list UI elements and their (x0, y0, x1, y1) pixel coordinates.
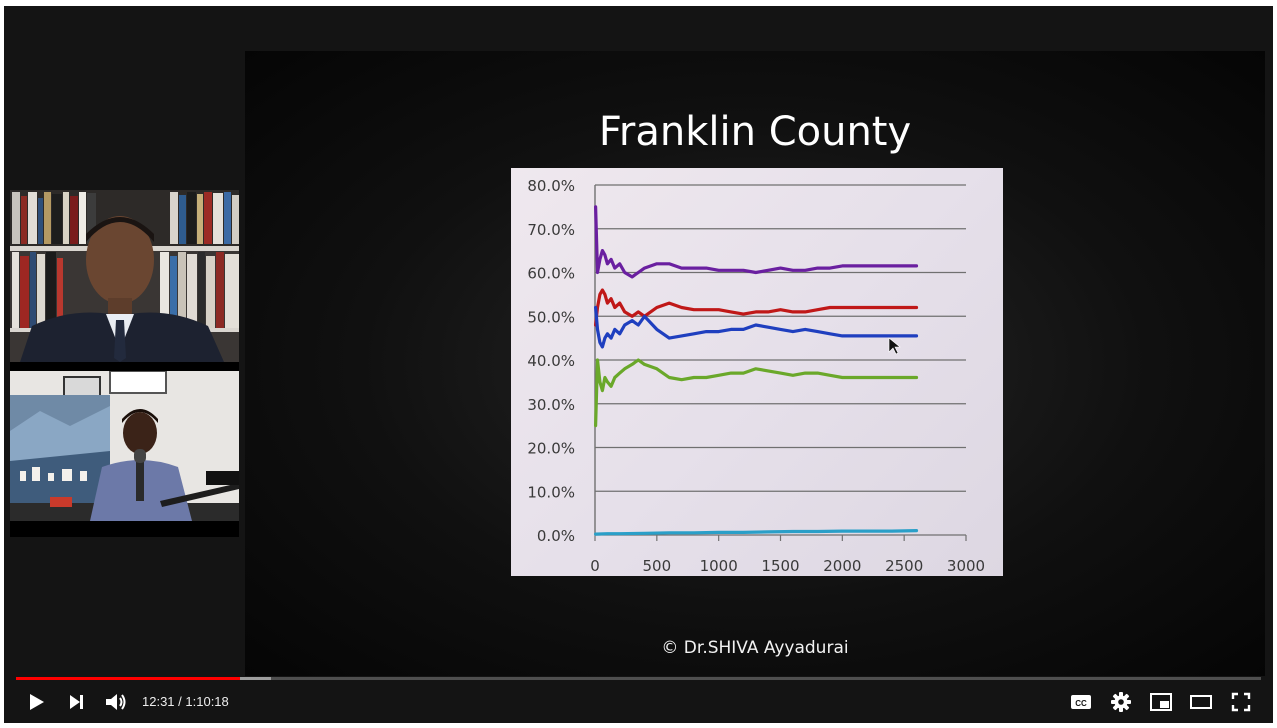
y-tick-label: 70.0% (527, 221, 575, 239)
chart-paper: 0.0% 10.0% 20.0% 30.0% 40.0% 50.0% 60.0% 70.0% 8… (511, 168, 1003, 576)
series-line-1 (593, 205, 919, 279)
miniplayer-button[interactable] (1145, 686, 1177, 718)
guest-video-frame (10, 371, 239, 521)
fullscreen-icon (1231, 692, 1251, 712)
y-tick-label: 40.0% (527, 352, 575, 370)
theater-icon (1190, 695, 1212, 709)
time-separator: / (174, 694, 186, 709)
fullscreen-button[interactable] (1225, 686, 1257, 718)
series-line-2 (593, 288, 919, 327)
next-icon (70, 695, 83, 709)
webcam-panel (10, 190, 239, 537)
y-tick-label: 80.0% (527, 177, 575, 195)
play-icon (30, 694, 44, 710)
y-tick-label: 0.0% (537, 527, 575, 545)
series-line-5 (593, 529, 919, 536)
line-chart: 0.0% 10.0% 20.0% 30.0% 40.0% 50.0% 60.0% 70.0% 8… (527, 177, 985, 575)
webcam-guest (10, 371, 239, 521)
y-tick-label: 20.0% (527, 440, 575, 458)
webcam-host (10, 190, 239, 362)
slide-title: Franklin County (598, 109, 912, 155)
current-time: 12:31 (142, 694, 175, 709)
presentation-slide: Franklin County 0.0% 10.0% 20.0% 30.0% 40.0%… (245, 51, 1265, 676)
time-display: 12:31 / 1:10:18 (142, 686, 229, 718)
progress-bar[interactable] (16, 677, 1261, 680)
miniplayer-icon (1150, 693, 1172, 711)
svg-text:CC: CC (1075, 699, 1087, 708)
volume-button[interactable] (100, 686, 132, 718)
player-controls: 12:31 / 1:10:18 CC (4, 682, 1273, 722)
y-tick-label: 60.0% (527, 265, 575, 283)
x-tick-label: 2000 (823, 557, 861, 575)
x-tick-label: 1500 (761, 557, 799, 575)
video-player[interactable]: Franklin County 0.0% 10.0% 20.0% 30.0% 40.0%… (4, 6, 1273, 723)
settings-button[interactable] (1105, 686, 1137, 718)
subtitles-icon: CC (1071, 695, 1091, 709)
y-tick-label: 50.0% (527, 308, 575, 326)
x-tick-label: 0 (590, 557, 600, 575)
progress-played (16, 677, 241, 680)
x-tick-label: 1000 (700, 557, 738, 575)
x-tick-label: 2500 (885, 557, 923, 575)
host-video-frame (10, 190, 239, 362)
subtitles-button[interactable]: CC (1065, 686, 1097, 718)
x-tick-label: 3000 (947, 557, 985, 575)
cursor-icon (888, 337, 901, 355)
series-line-3 (593, 305, 919, 349)
volume-icon (106, 694, 126, 710)
theater-mode-button[interactable] (1185, 686, 1217, 718)
x-tick-label: 500 (643, 557, 672, 575)
series-line-4 (593, 358, 919, 428)
y-tick-label: 10.0% (527, 483, 575, 501)
play-button[interactable] (20, 686, 52, 718)
next-button[interactable] (60, 686, 92, 718)
y-tick-label: 30.0% (527, 396, 575, 414)
gear-icon (1111, 692, 1131, 712)
slide-copyright: © Dr.SHIVA Ayyadurai (661, 638, 849, 658)
duration: 1:10:18 (185, 694, 229, 709)
